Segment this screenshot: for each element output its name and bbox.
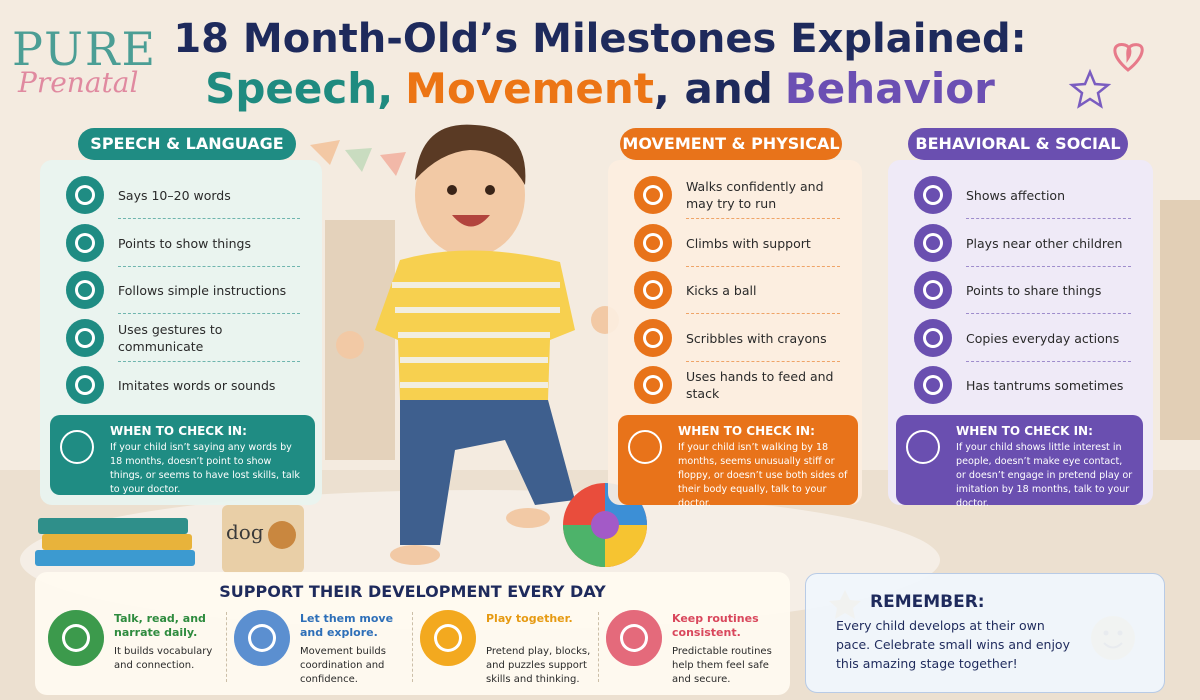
support-heading: Play together. xyxy=(486,612,573,625)
support-heading: Let them move and explore. xyxy=(300,612,394,639)
title-line1: 18 Month-Old’s Milestones Explained: xyxy=(173,16,1027,62)
check-in-text: If your child shows little interest in p… xyxy=(956,442,1133,509)
support-text: Pretend play, blocks, and puzzles suppor… xyxy=(486,646,591,685)
milestone-item: Walks confidently and may try to run xyxy=(686,179,824,211)
check-in-box xyxy=(618,415,858,505)
item-icon xyxy=(914,271,952,309)
divider xyxy=(686,313,840,314)
milestone-item: Uses hands to feed and stack xyxy=(686,369,834,401)
dog-drawing xyxy=(268,521,296,549)
divider xyxy=(686,361,840,362)
milestone-item: Points to show things xyxy=(118,235,251,251)
milestone-item: Climbs with support xyxy=(686,235,811,251)
support-icon xyxy=(420,610,476,666)
check-in-title: WHEN TO CHECK IN: xyxy=(678,424,815,438)
check-in-icon xyxy=(628,430,662,464)
title-part: Behavior xyxy=(784,64,995,113)
support-heading: Talk, read, and narrate daily. xyxy=(114,612,206,639)
support-heading: Keep routines consistent. xyxy=(672,612,759,639)
dog-label: dog xyxy=(226,520,264,544)
bunting xyxy=(310,140,340,165)
divider xyxy=(686,266,840,267)
support-icon xyxy=(234,610,290,666)
title-part: Movement xyxy=(405,64,654,113)
check-in-title: WHEN TO CHECK IN: xyxy=(110,424,247,438)
item-icon xyxy=(66,176,104,214)
check-in-icon xyxy=(60,430,94,464)
title-line2: Speech, Movement, and Behavior xyxy=(150,64,1050,113)
panel-header: SPEECH & LANGUAGE xyxy=(78,128,296,160)
check-in-text: If your child isn’t walking by 18 months… xyxy=(678,442,848,509)
item-icon xyxy=(634,176,672,214)
check-in-box xyxy=(896,415,1143,505)
support-text: Predictable routines help them feel safe… xyxy=(672,646,772,685)
check-in-box xyxy=(50,415,315,495)
remember-box xyxy=(805,573,1165,693)
logo-sub: Prenatal xyxy=(18,66,139,99)
item-icon xyxy=(66,366,104,404)
books xyxy=(35,518,195,566)
shelf xyxy=(1160,200,1200,440)
support-icon xyxy=(606,610,662,666)
item-icon xyxy=(634,366,672,404)
item-icon xyxy=(914,366,952,404)
milestone-item: Plays near other children xyxy=(966,235,1123,251)
panel-header: MOVEMENT & PHYSICAL xyxy=(620,128,842,160)
milestone-item: Scribbles with crayons xyxy=(686,330,827,346)
item-icon xyxy=(634,319,672,357)
milestone-item: Follows simple instructions xyxy=(118,282,287,298)
check-in-text: If your child isn’t saying any words by … xyxy=(110,442,300,495)
support-title: SUPPORT THEIR DEVELOPMENT EVERY DAY xyxy=(219,582,606,601)
item-icon xyxy=(914,176,952,214)
support-text: Movement builds coordination and confide… xyxy=(300,646,386,685)
check-in-icon xyxy=(906,430,940,464)
divider xyxy=(118,313,300,314)
milestone-item: Imitates words or sounds xyxy=(118,377,276,393)
divider xyxy=(226,612,227,682)
divider xyxy=(118,361,300,362)
title-part: Speech, xyxy=(205,64,394,113)
milestone-item: Says 10–20 words xyxy=(118,187,231,203)
support-text: It builds vocabulary and connection. xyxy=(114,646,213,671)
divider xyxy=(118,218,300,219)
milestone-item: Kicks a ball xyxy=(686,282,757,298)
divider xyxy=(966,361,1131,362)
title-part: , and xyxy=(653,64,773,113)
divider xyxy=(598,612,599,682)
milestone-item: Has tantrums sometimes xyxy=(966,377,1124,393)
bunting xyxy=(345,148,372,172)
item-icon xyxy=(914,224,952,262)
check-in-title: WHEN TO CHECK IN: xyxy=(956,424,1093,438)
divider xyxy=(412,612,413,682)
divider xyxy=(118,266,300,267)
milestone-item: Copies everyday actions xyxy=(966,330,1120,346)
item-icon xyxy=(66,224,104,262)
item-icon xyxy=(634,271,672,309)
divider xyxy=(686,218,840,219)
item-icon xyxy=(634,224,672,262)
item-icon xyxy=(914,319,952,357)
divider xyxy=(966,218,1131,219)
divider xyxy=(966,313,1131,314)
milestone-item: Points to share things xyxy=(966,282,1102,298)
logo-brand: PURE xyxy=(12,22,158,76)
remember-title: REMEMBER: xyxy=(870,592,985,612)
item-icon xyxy=(66,271,104,309)
panel-header: BEHAVIORAL & SOCIAL xyxy=(908,128,1128,160)
divider xyxy=(966,266,1131,267)
support-icon xyxy=(48,610,104,666)
bunting xyxy=(380,152,406,176)
milestone-item: Shows affection xyxy=(966,187,1065,203)
milestone-item: Uses gestures to communicate xyxy=(118,322,223,354)
remember-text: Every child develops at their own pace. … xyxy=(836,618,1070,671)
item-icon xyxy=(66,319,104,357)
